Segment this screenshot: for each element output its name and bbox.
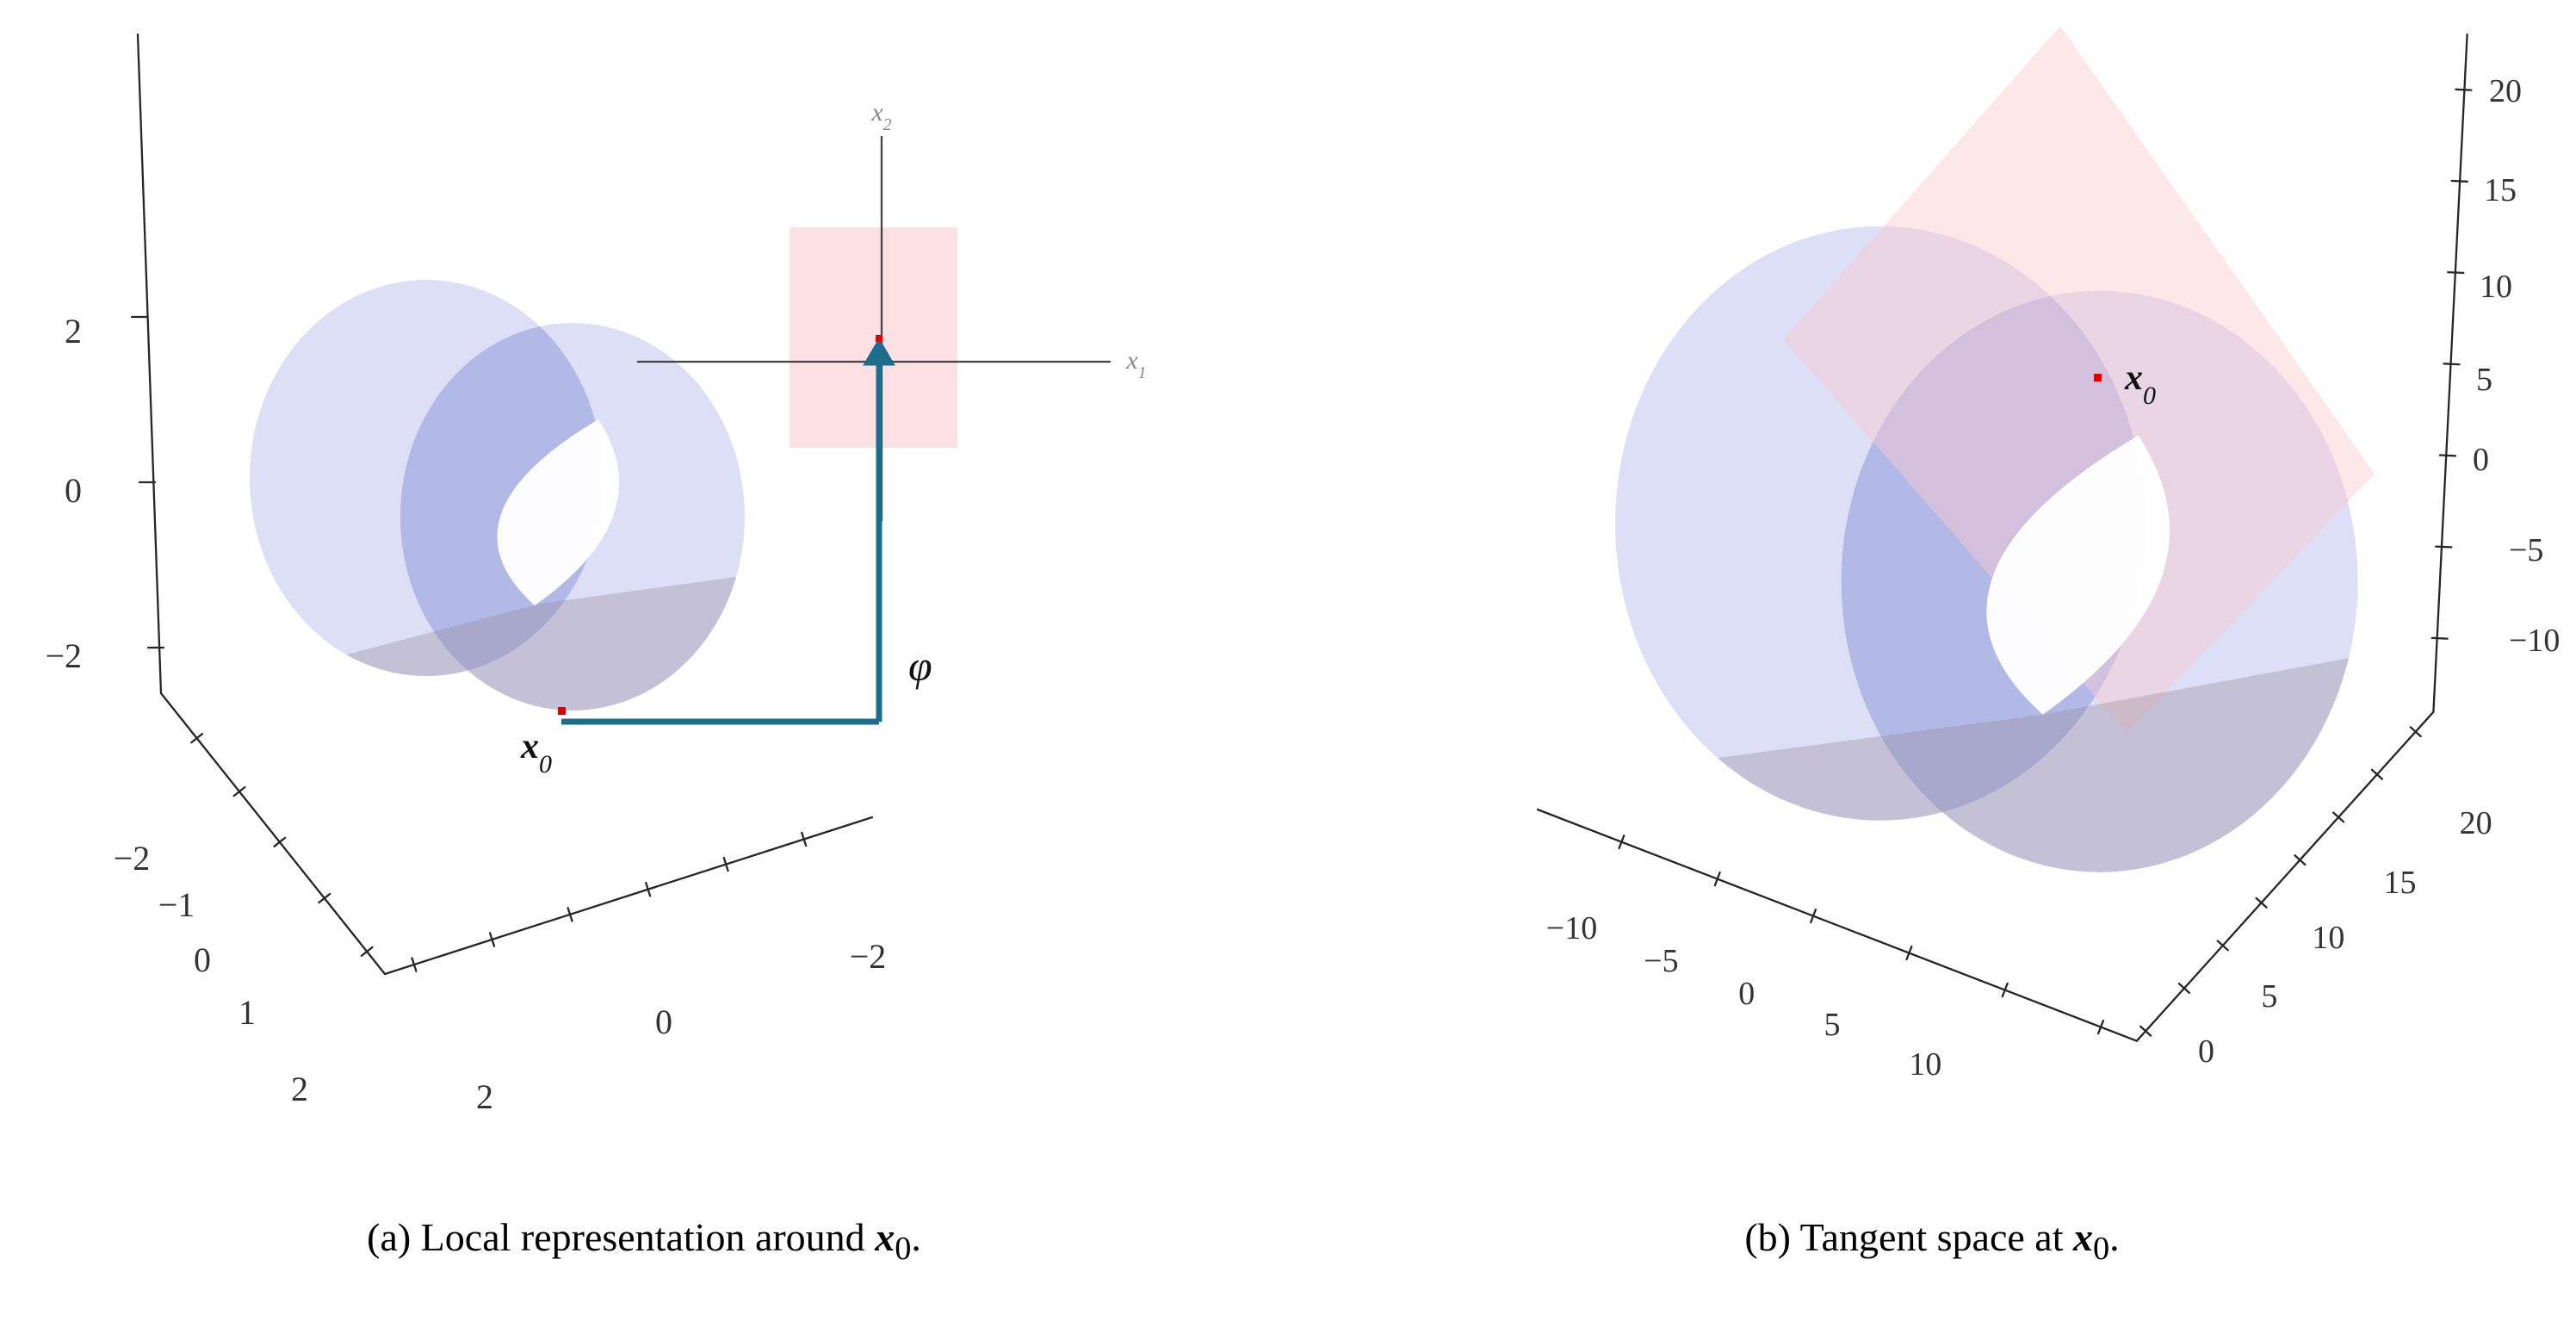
svg-text:10: 10 bbox=[2480, 269, 2512, 305]
svg-text:15: 15 bbox=[2384, 865, 2417, 901]
svg-text:2: 2 bbox=[65, 312, 82, 351]
svg-text:0: 0 bbox=[2473, 442, 2489, 478]
svg-text:−2: −2 bbox=[45, 636, 82, 675]
svg-text:2: 2 bbox=[476, 1077, 493, 1116]
svg-text:2: 2 bbox=[291, 1070, 308, 1108]
svg-text:−10: −10 bbox=[1546, 910, 1597, 946]
svg-text:1: 1 bbox=[238, 993, 256, 1032]
svg-text:15: 15 bbox=[2484, 172, 2517, 208]
svg-text:0: 0 bbox=[194, 940, 211, 979]
svg-text:−2: −2 bbox=[114, 839, 151, 878]
svg-text:10: 10 bbox=[2312, 920, 2344, 956]
svg-text:20: 20 bbox=[2489, 73, 2522, 109]
svg-text:−1: −1 bbox=[158, 885, 195, 924]
svg-text:x2: x2 bbox=[870, 98, 891, 134]
svg-text:−5: −5 bbox=[2509, 532, 2543, 568]
svg-text:10: 10 bbox=[1909, 1046, 1941, 1083]
svg-text:5: 5 bbox=[2261, 978, 2277, 1014]
svg-text:x0: x0 bbox=[520, 727, 552, 779]
svg-text:−10: −10 bbox=[2509, 623, 2560, 659]
svg-text:5: 5 bbox=[1824, 1007, 1841, 1043]
svg-text:20: 20 bbox=[2460, 805, 2492, 841]
svg-text:0: 0 bbox=[1738, 976, 1755, 1012]
svg-text:5: 5 bbox=[2476, 362, 2492, 398]
svg-text:−2: −2 bbox=[850, 937, 887, 976]
svg-text:−5: −5 bbox=[1644, 943, 1678, 979]
svg-text:φ: φ bbox=[908, 642, 932, 690]
svg-text:0: 0 bbox=[2198, 1033, 2214, 1070]
svg-text:0: 0 bbox=[65, 471, 82, 510]
svg-text:0: 0 bbox=[655, 1002, 672, 1041]
svg-text:x1: x1 bbox=[1125, 346, 1146, 382]
